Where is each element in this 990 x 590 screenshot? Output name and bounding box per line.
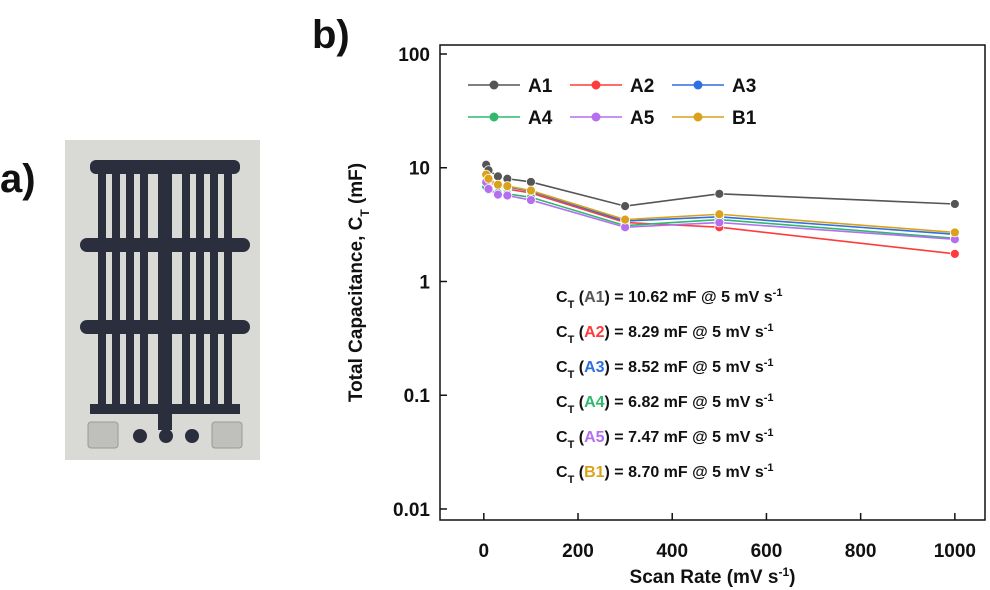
- y-axis-label-part: (mF): [346, 163, 367, 209]
- x-axis-label-part: Scan Rate (mV s: [630, 567, 779, 588]
- legend-label: A5: [630, 108, 655, 129]
- data-point: [493, 179, 503, 190]
- legend-label: A4: [528, 108, 553, 129]
- annotation-part: T: [568, 299, 575, 311]
- data-point: [620, 214, 631, 225]
- y-tick-label: 1: [419, 272, 430, 293]
- annotation-part: ) = 10.62 mF @ 5 mV s: [605, 289, 773, 306]
- annotation-part: A1: [584, 289, 605, 306]
- data-point: [493, 189, 503, 200]
- annotation-part: ) = 8.52 mF @ 5 mV s: [605, 359, 764, 376]
- legend-marker: [693, 112, 703, 122]
- y-axis-label-part: Total Capacitance, C: [346, 216, 367, 402]
- legend-label: A2: [630, 76, 654, 97]
- data-point: [714, 217, 725, 228]
- x-tick-label: 400: [656, 541, 688, 562]
- annotation-part: T: [568, 369, 575, 381]
- y-tick-label: 10: [409, 159, 430, 180]
- x-axis-label-part: -1: [778, 565, 789, 579]
- data-point: [949, 227, 960, 238]
- annotation: CT (A1) = 10.62 mF @ 5 mV s-1: [556, 287, 782, 311]
- annotation: CT (A3) = 8.52 mF @ 5 mV s-1: [556, 357, 774, 381]
- annotation-part: -1: [764, 427, 774, 439]
- annotation-part: C: [556, 429, 568, 446]
- y-tick-label: 100: [398, 45, 430, 66]
- legend-marker: [693, 80, 703, 90]
- annotation-part: -1: [764, 322, 774, 334]
- data-point: [502, 190, 513, 201]
- annotation-part: A2: [584, 324, 605, 341]
- y-axis-label: Total Capacitance, CT (mF): [346, 163, 372, 402]
- annotation-part: ) = 7.47 mF @ 5 mV s: [605, 429, 764, 446]
- annotation-part: -1: [764, 357, 774, 369]
- annotation-part: T: [568, 334, 575, 346]
- annotation-part: C: [556, 289, 568, 306]
- annotation-part: -1: [764, 392, 774, 404]
- plot-frame: [439, 44, 986, 521]
- x-tick-label: 1000: [934, 541, 976, 562]
- legend-label: B1: [732, 108, 757, 129]
- annotation: CT (A2) = 8.29 mF @ 5 mV s-1: [556, 322, 774, 346]
- y-tick-label: 0.1: [404, 386, 431, 407]
- panel-label: b): [312, 13, 350, 57]
- data-point: [483, 173, 494, 184]
- annotation-part: T: [568, 474, 575, 486]
- annotation-part: A4: [584, 394, 605, 411]
- annotation-part: ) = 8.29 mF @ 5 mV s: [605, 324, 764, 341]
- y-axis-label-part: T: [358, 209, 372, 217]
- legend-marker: [591, 80, 601, 90]
- data-point: [502, 181, 513, 191]
- data-point: [526, 177, 536, 187]
- legend-label: A3: [732, 76, 756, 97]
- legend-marker: [489, 80, 499, 90]
- x-axis-label-part: ): [789, 567, 795, 588]
- annotation-part: A5: [584, 429, 605, 446]
- annotation-part: C: [556, 464, 568, 481]
- annotation-part: C: [556, 324, 568, 341]
- annotation-part: T: [568, 439, 575, 451]
- data-point: [714, 209, 725, 220]
- data-point: [714, 188, 725, 199]
- x-axis-label: Scan Rate (mV s-1): [630, 565, 796, 588]
- annotation-part: -1: [764, 462, 774, 474]
- annotation-part: (: [574, 394, 584, 411]
- annotation-part: C: [556, 359, 568, 376]
- data-point: [526, 185, 536, 196]
- annotation-part: (: [574, 359, 584, 376]
- annotation-part: (: [574, 324, 584, 341]
- panel-label: a): [0, 157, 36, 201]
- x-tick-label: 0: [479, 541, 490, 562]
- annotation-part: (: [574, 429, 584, 446]
- annotation-part: (: [574, 464, 584, 481]
- x-tick-label: 800: [845, 541, 877, 562]
- x-tick-label: 600: [751, 541, 783, 562]
- data-point: [483, 184, 494, 194]
- legend-marker: [489, 112, 499, 122]
- annotation-part: (: [574, 289, 584, 306]
- x-tick-label: 200: [562, 541, 594, 562]
- annotation: CT (A4) = 6.82 mF @ 5 mV s-1: [556, 392, 774, 416]
- annotation-part: ) = 8.70 mF @ 5 mV s: [605, 464, 764, 481]
- annotation: CT (B1) = 8.70 mF @ 5 mV s-1: [556, 462, 774, 486]
- annotation-part: ) = 6.82 mF @ 5 mV s: [605, 394, 764, 411]
- legend-label: A1: [528, 76, 553, 97]
- annotation-part: A3: [584, 359, 605, 376]
- annotation-part: B1: [584, 464, 605, 481]
- annotation-part: -1: [773, 287, 783, 299]
- data-point: [949, 199, 960, 209]
- data-point: [493, 171, 503, 182]
- y-tick-label: 0.01: [393, 500, 430, 521]
- annotation: CT (A5) = 7.47 mF @ 5 mV s-1: [556, 427, 774, 451]
- data-point: [620, 201, 631, 212]
- data-point: [949, 248, 960, 259]
- annotation-part: C: [556, 394, 568, 411]
- data-point: [526, 195, 536, 205]
- device-photo: [65, 140, 260, 460]
- annotation-part: T: [568, 404, 575, 416]
- legend-marker: [591, 112, 601, 122]
